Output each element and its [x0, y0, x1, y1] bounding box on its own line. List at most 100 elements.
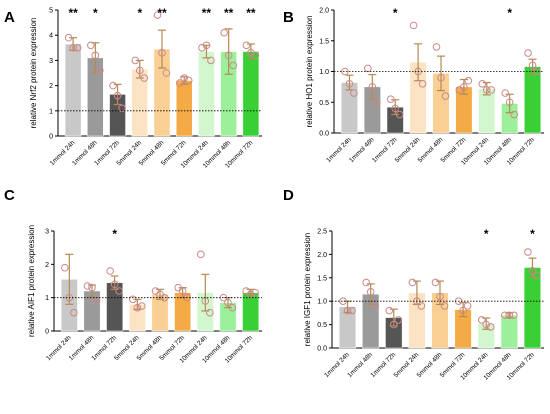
panel-letter: D	[283, 187, 294, 204]
data-point	[463, 302, 472, 310]
bar	[524, 66, 542, 134]
y-tick-label: 2	[45, 262, 49, 269]
data-point	[175, 79, 184, 87]
data-point	[88, 283, 96, 292]
panel-letter: C	[4, 187, 15, 204]
y-tick-label: 3	[49, 58, 53, 65]
significance-marker: *	[393, 6, 398, 20]
significance-marker: **	[246, 6, 256, 20]
data-point	[246, 290, 255, 299]
data-point	[129, 295, 137, 304]
data-point	[251, 51, 260, 60]
data-point	[368, 83, 377, 91]
significance-marker: *	[530, 227, 535, 241]
data-point	[482, 86, 491, 94]
data-point	[440, 302, 449, 310]
y-axis-label: relative AIF1 protein expression	[27, 225, 36, 337]
data-point	[386, 95, 395, 103]
data-point	[138, 302, 146, 310]
data-point	[528, 61, 537, 70]
data-point	[343, 306, 352, 315]
data-point	[510, 311, 518, 320]
significance-marker: *	[112, 227, 117, 241]
significance-marker: **	[157, 6, 167, 20]
data-point	[385, 306, 394, 315]
data-point	[224, 51, 233, 60]
data-point	[487, 86, 496, 94]
data-point	[83, 282, 92, 290]
y-tick-label: 1.0	[317, 299, 327, 306]
y-tick-label: 0	[45, 329, 49, 336]
data-point	[118, 104, 126, 113]
data-point	[408, 278, 417, 287]
data-point	[224, 298, 232, 307]
data-point	[73, 44, 82, 52]
data-point	[109, 81, 117, 90]
data-point	[524, 248, 532, 256]
data-point	[409, 21, 418, 30]
bar	[242, 51, 260, 137]
y-tick-label: 3	[45, 229, 49, 236]
data-point	[362, 278, 370, 287]
bar	[174, 292, 192, 332]
significance-marker: *	[137, 6, 142, 20]
y-tick-label: 5	[49, 8, 53, 15]
data-point	[533, 67, 541, 76]
data-point	[373, 98, 381, 107]
bar	[175, 80, 193, 137]
bar	[500, 314, 518, 349]
y-tick-label: 2.0	[317, 252, 327, 259]
data-point	[180, 74, 189, 82]
data-point	[505, 98, 514, 107]
bar	[131, 68, 149, 137]
data-point	[162, 69, 171, 77]
data-point	[477, 316, 486, 324]
bar	[64, 43, 82, 137]
y-axis-label: relative IGF1 protein expression	[303, 233, 312, 346]
data-point	[251, 288, 259, 297]
data-point	[220, 28, 228, 37]
data-point	[482, 320, 491, 329]
data-point	[158, 49, 166, 57]
y-tick-label: 2.5	[317, 229, 327, 236]
significance-marker: *	[484, 227, 489, 241]
data-point	[464, 76, 473, 85]
data-point	[524, 49, 532, 57]
data-point	[350, 89, 358, 97]
data-point	[389, 320, 398, 329]
data-point	[533, 271, 541, 280]
y-tick-label: 0.5	[319, 100, 329, 107]
data-point	[69, 44, 77, 52]
data-point	[61, 263, 69, 272]
data-point	[64, 33, 73, 42]
data-point	[206, 308, 214, 317]
data-point	[135, 66, 144, 75]
y-tick-label: 2	[49, 83, 53, 90]
data-point	[178, 287, 187, 295]
y-tick-label: 1.0	[319, 69, 329, 76]
panel-letter: B	[283, 9, 294, 26]
data-point	[115, 287, 123, 295]
data-point	[160, 293, 169, 302]
data-point	[202, 41, 211, 50]
data-point	[341, 67, 349, 76]
significance-marker: *	[93, 6, 98, 20]
data-point	[91, 51, 100, 60]
data-point	[247, 49, 255, 57]
data-point	[501, 311, 509, 320]
data-point	[436, 292, 444, 301]
y-tick-label: 4	[49, 33, 53, 40]
bar	[523, 267, 542, 349]
significance-marker: **	[202, 6, 212, 20]
y-tick-label: 0	[49, 134, 53, 141]
data-point	[418, 80, 427, 88]
significance-marker: **	[224, 6, 234, 20]
y-tick-label: 2.0	[319, 8, 329, 15]
y-tick-label: 1	[49, 108, 53, 115]
data-point	[198, 44, 206, 52]
